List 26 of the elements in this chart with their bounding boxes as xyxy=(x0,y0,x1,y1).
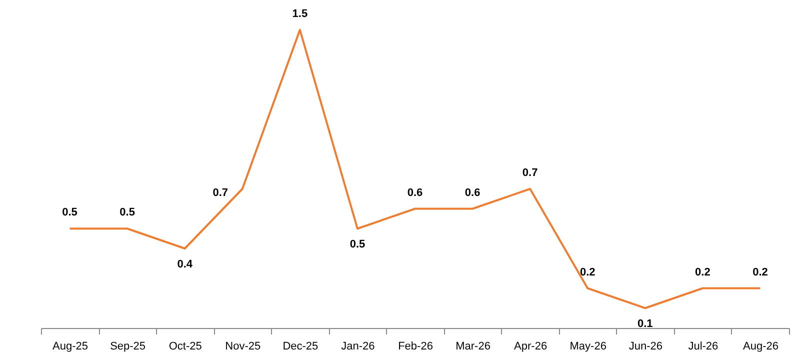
x-tick-label: Oct-25 xyxy=(168,340,202,352)
x-tick-label: Dec-25 xyxy=(282,340,318,352)
x-tick-label: Mar-26 xyxy=(456,340,490,352)
x-tick-label: May-26 xyxy=(570,340,606,352)
data-label: 0.1 xyxy=(638,318,653,330)
data-label: 0.2 xyxy=(695,266,710,278)
data-label: 0.5 xyxy=(120,206,135,219)
x-tick-label: Aug-26 xyxy=(742,340,778,352)
data-label: 0.7 xyxy=(212,186,228,199)
x-tick-label: Sep-25 xyxy=(110,340,146,352)
data-label: 0.2 xyxy=(752,266,768,278)
x-tick-label: Jun-26 xyxy=(628,340,662,352)
x-tick-label: Aug-25 xyxy=(52,340,88,352)
x-tick-label: Apr-26 xyxy=(514,340,548,352)
x-tick-label: Jul-26 xyxy=(688,340,718,352)
data-label: 0.4 xyxy=(177,258,194,270)
x-tick-label: Feb-26 xyxy=(398,340,433,352)
data-label: 0.6 xyxy=(407,186,423,199)
data-label: 0.7 xyxy=(522,166,538,179)
data-label: 0.6 xyxy=(464,186,480,199)
x-tick-label: Jan-26 xyxy=(341,340,375,352)
data-label: 1.5 xyxy=(292,8,308,20)
x-tick-label: Nov-25 xyxy=(225,340,261,352)
data-label: 0.5 xyxy=(62,206,78,219)
data-label: 0.2 xyxy=(580,266,596,278)
data-label: 0.5 xyxy=(350,238,366,251)
